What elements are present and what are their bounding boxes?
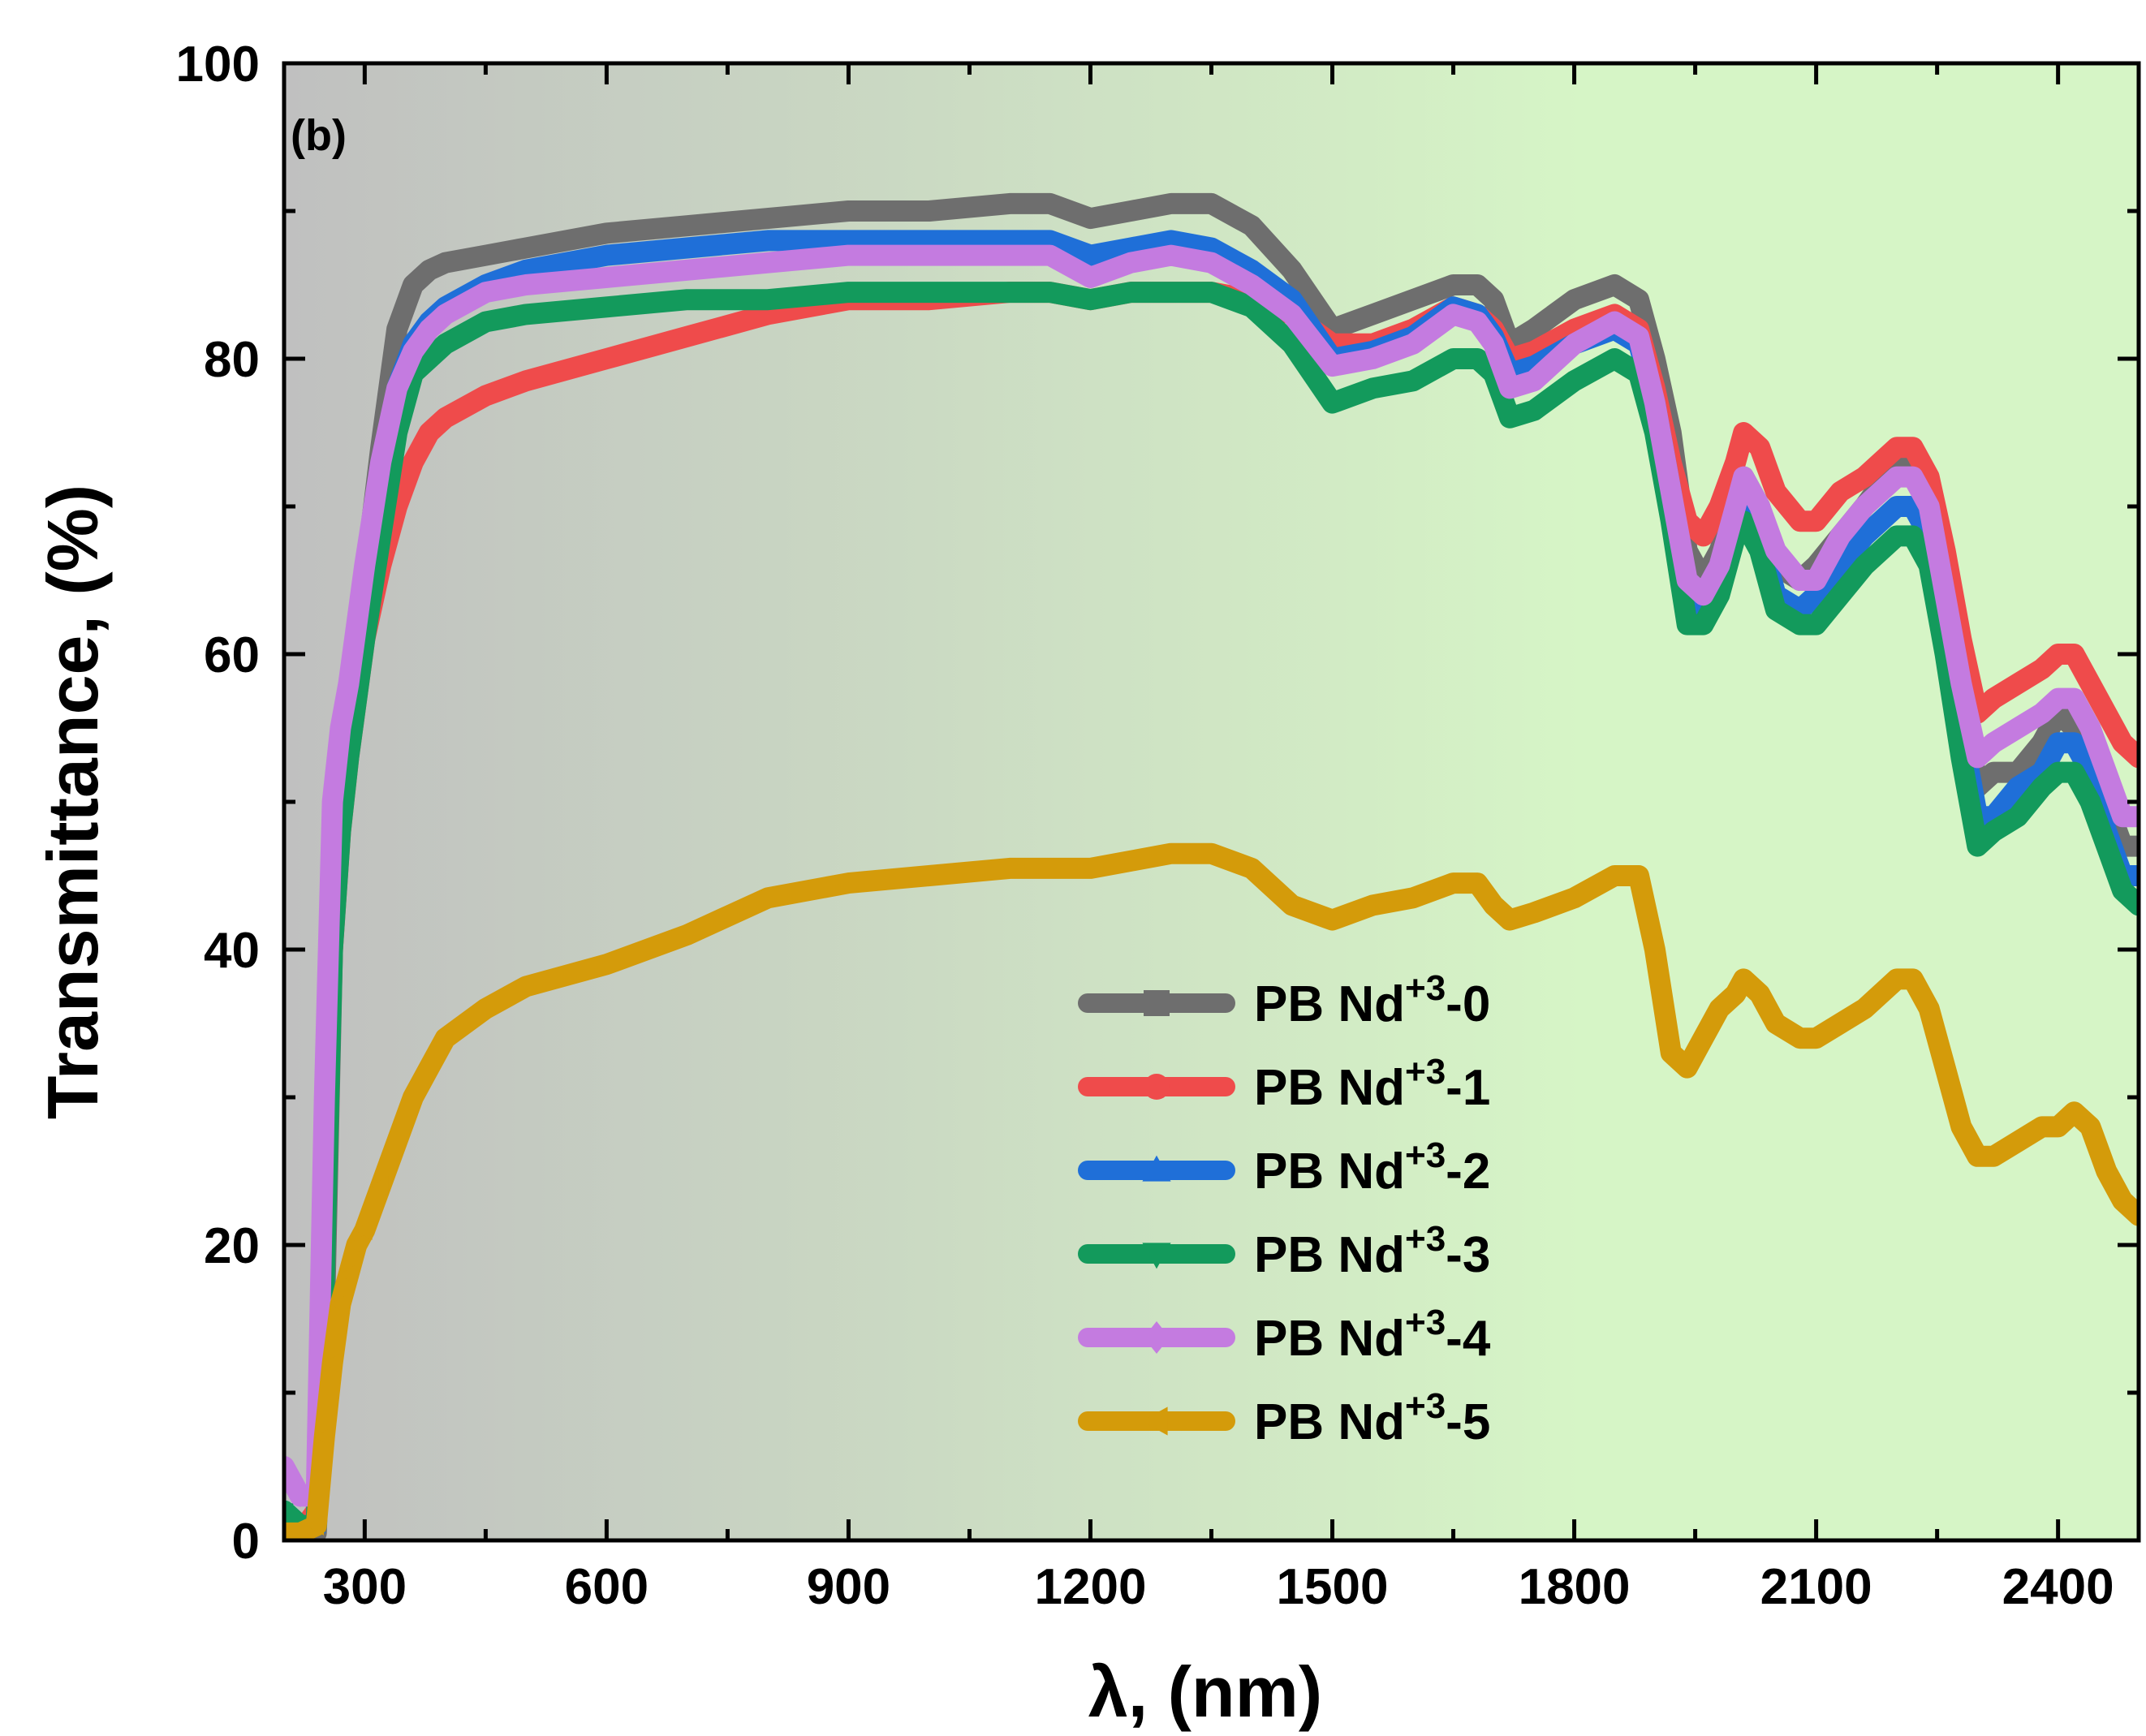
legend-marker (1144, 1074, 1170, 1100)
data-point (306, 1515, 325, 1536)
x-tick-label: 2100 (1760, 1559, 1872, 1615)
y-axis-ticks: 0 20 40 60 80 100 (176, 37, 2139, 1570)
data-point (372, 450, 390, 474)
y-tick-label: 40 (204, 923, 260, 979)
legend-label: PB Nd+3-3 (1254, 1219, 1490, 1283)
legend-marker (1144, 1321, 1170, 1354)
series-5 (284, 842, 2139, 1540)
y-tick-label: 80 (204, 332, 260, 388)
legend-item: PB Nd+3-0 (1078, 968, 1490, 1032)
legend-marker (1141, 1406, 1168, 1436)
legend-label: PB Nd+3-5 (1254, 1386, 1490, 1450)
data-point (291, 1484, 309, 1508)
data-point (323, 790, 342, 813)
y-tick-label: 20 (204, 1218, 260, 1274)
series-line (284, 842, 2139, 1540)
y-axis-title: Transmittance, (%) (32, 485, 113, 1119)
legend-item: PB Nd+3-2 (1078, 1135, 1490, 1200)
legend-label: PB Nd+3-2 (1254, 1135, 1490, 1200)
data-point (370, 1176, 389, 1196)
data-point (354, 1220, 373, 1240)
legend-item: PB Nd+3-4 (1078, 1303, 1491, 1367)
legend-item: PB Nd+3-5 (1078, 1386, 1490, 1450)
x-axis-title: λ, (nm) (1088, 1652, 1322, 1732)
x-tick-label: 300 (323, 1559, 407, 1615)
y-tick-label: 0 (232, 1514, 260, 1570)
x-tick-label: 1200 (1035, 1559, 1147, 1615)
legend-marker (1142, 1155, 1171, 1182)
x-axis-ticks: 300 600 900 1200 1500 1800 2100 2400 (323, 63, 2114, 1615)
legend-label: PB Nd+3-4 (1254, 1303, 1491, 1367)
data-point (346, 1234, 364, 1256)
legend: PB Nd+3-0 PB Nd+3-1 PB Nd+3-2 PB Nd+3-3 PB N… (1078, 968, 1491, 1450)
legend-marker (1142, 1243, 1171, 1269)
data-point (315, 1086, 334, 1109)
series-line (284, 244, 2139, 1507)
series-layer (284, 192, 2139, 1540)
legend-item: PB Nd+3-3 (1078, 1219, 1490, 1283)
data-point (321, 1353, 340, 1373)
data-point (314, 1427, 333, 1447)
legend-label: PB Nd+3-0 (1254, 968, 1490, 1032)
data-point (330, 1294, 348, 1314)
panel-label: (b) (291, 111, 347, 160)
legend-marker (1144, 990, 1170, 1016)
data-point (338, 1264, 356, 1285)
data-point (356, 554, 374, 577)
x-tick-label: 900 (807, 1559, 890, 1615)
data-point (347, 613, 366, 636)
x-tick-label: 1800 (1519, 1559, 1631, 1615)
legend-item: PB Nd+3-1 (1078, 1052, 1490, 1116)
data-point (290, 1523, 308, 1540)
data-point (331, 717, 350, 739)
x-tick-label: 2400 (2002, 1559, 2114, 1615)
data-point (284, 1455, 293, 1478)
y-tick-label: 100 (176, 37, 260, 93)
data-point (339, 672, 358, 696)
y-tick-label: 60 (204, 627, 260, 683)
x-tick-label: 600 (565, 1559, 649, 1615)
x-tick-label: 1500 (1277, 1559, 1389, 1615)
legend-label: PB Nd+3-1 (1254, 1052, 1490, 1116)
